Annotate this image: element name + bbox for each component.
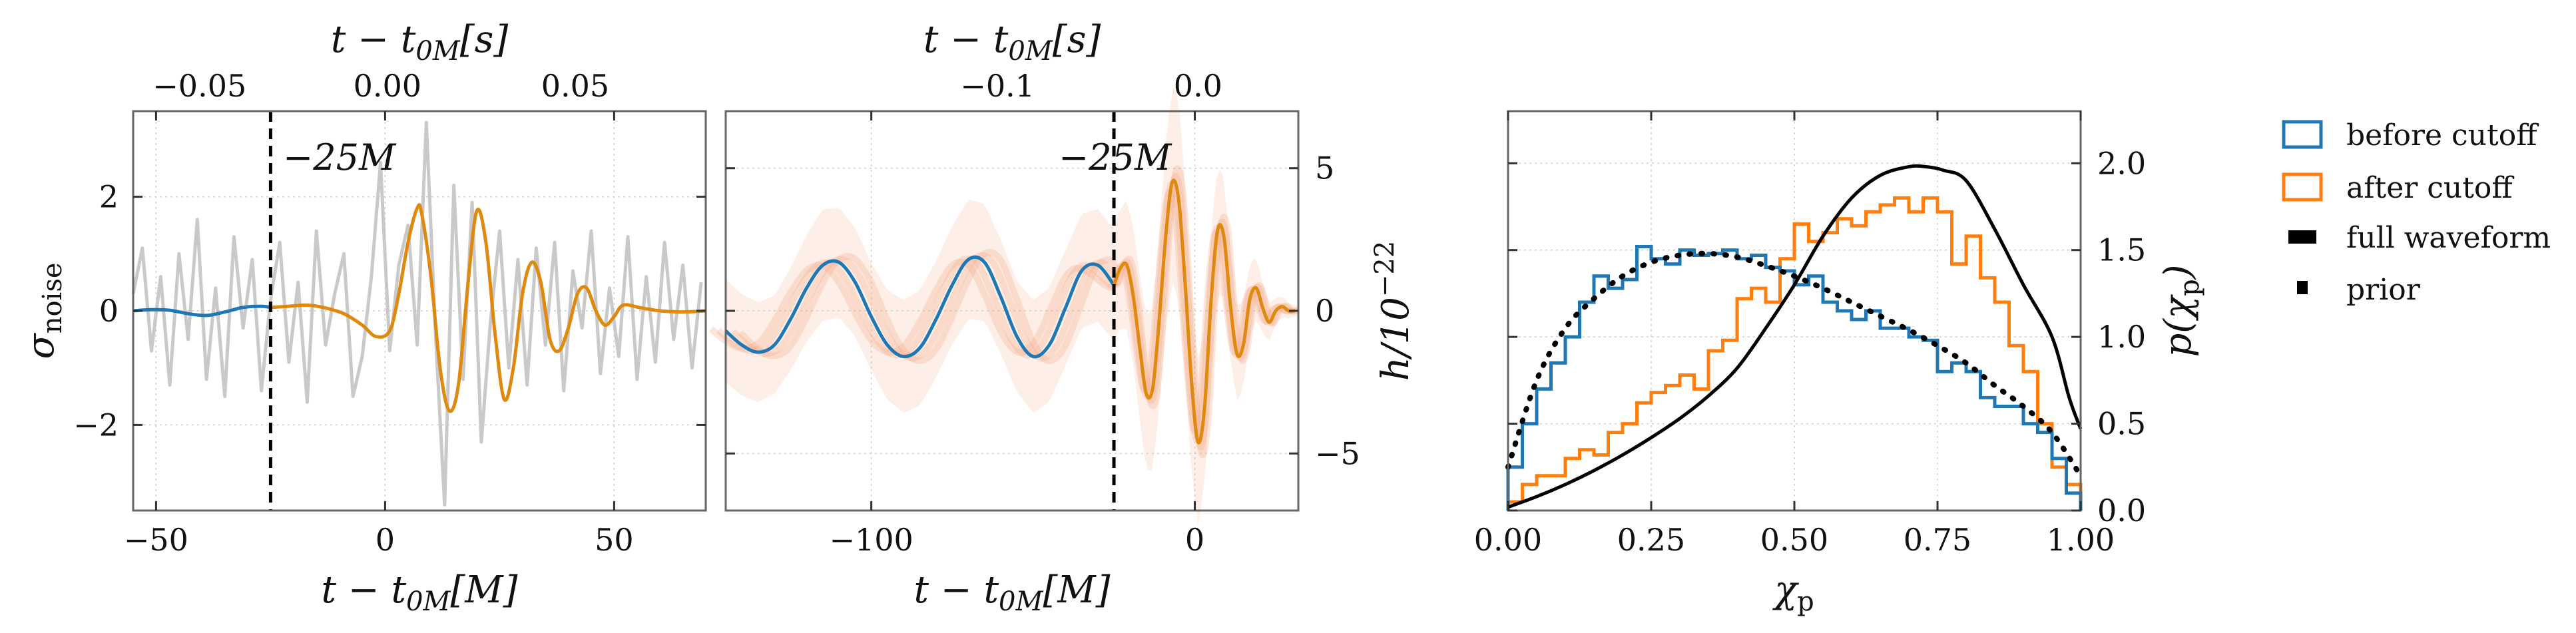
right-ytick-label: 0.5 xyxy=(2097,406,2146,442)
right-ytick-label: 0.0 xyxy=(2097,493,2146,528)
legend: before cutoff after cutoff full waveform… xyxy=(2282,118,2551,307)
right-ticks: 0.00 0.25 0.50 0.75 1.000.0 0.5 1.0 1.5 2.0 xyxy=(1474,111,2146,558)
right-xtick-label: 0.50 xyxy=(1760,522,1828,558)
right-ylabel-end: ) xyxy=(2157,264,2200,280)
legend-label-after: after cutoff xyxy=(2346,171,2514,205)
left-cutoff-annotation: −25M xyxy=(283,136,397,178)
legend-label-prior: prior xyxy=(2346,273,2421,307)
left-ytick-label: 2 xyxy=(99,179,119,215)
left-ylabel-main: σ xyxy=(19,333,63,359)
middle-toplabel-unit: [s] xyxy=(1053,18,1101,61)
left-noise-line xyxy=(131,120,703,507)
right-ylabel: p(χp) xyxy=(2157,264,2205,357)
right-xlabel: χp xyxy=(1772,568,1814,617)
left-toptick-label: −0.05 xyxy=(152,68,246,104)
left-xtick-label: −50 xyxy=(124,522,188,558)
left-ylabel-sub: noise xyxy=(37,262,68,333)
right-xlabel-sub: p xyxy=(1797,586,1814,617)
middle-toptick-label: −0.1 xyxy=(960,68,1035,104)
left-toptick-label: 0.00 xyxy=(354,68,421,104)
left-xlabel-unit: [M] xyxy=(450,568,517,612)
right-ytick-label: 1.5 xyxy=(2097,232,2146,268)
right-xtick-label: 0.00 xyxy=(1474,522,1542,558)
middle-xlabel-unit: [M] xyxy=(1043,568,1110,612)
right-after-histogram xyxy=(1506,196,2083,511)
right-before-histogram xyxy=(1506,245,2083,511)
right-ylabel-sub: p xyxy=(2175,279,2205,296)
right-plot-area xyxy=(1508,111,2081,511)
left-toplabel-main: t − t xyxy=(331,18,416,61)
right-prior-line xyxy=(1505,250,2083,479)
middle-ticks: −100 0 −5 0 5 −0.1 0.0 xyxy=(726,68,1360,558)
left-xlabel-sub: 0M xyxy=(406,586,451,617)
right-ytick-label: 2.0 xyxy=(2097,145,2146,181)
left-before-line xyxy=(132,304,271,317)
left-toptick-label: 0.05 xyxy=(541,68,609,104)
middle-ytick-label: 5 xyxy=(1315,150,1334,186)
middle-ylabel: h/10−22 xyxy=(1370,241,1417,381)
left-ytick-label: 0 xyxy=(99,293,119,329)
legend-label-before: before cutoff xyxy=(2346,118,2539,152)
middle-series xyxy=(708,87,1300,525)
right-ylabel-main: p(χ xyxy=(2157,294,2200,357)
left-ticks: −50 0 50 −2 0 2 −0.05 0.00 0.05 xyxy=(73,68,706,558)
left-series xyxy=(131,111,706,511)
legend-label-full: full waveform xyxy=(2346,221,2551,255)
middle-ytick-label: 0 xyxy=(1315,293,1334,329)
left-xlabel-main: t − t xyxy=(322,568,407,612)
middle-ylabel-sup: −22 xyxy=(1370,241,1400,297)
right-xlabel-main: χ xyxy=(1772,568,1799,612)
right-xtick-label: 0.25 xyxy=(1617,522,1685,558)
right-ytick-label: 1.0 xyxy=(2097,319,2146,355)
right-series xyxy=(1505,164,2083,511)
middle-xlabel-main: t − t xyxy=(914,568,999,612)
panel-left: −50 0 50−202−0.05 0.00 0.05 −25M t − t0M[M] … xyxy=(19,18,707,617)
panel-right: 0.00 0.25 0.50 0.75 1.000.00.51.01.52.0 χp p… xyxy=(1474,110,2205,617)
middle-toplabel-main: t − t xyxy=(923,18,1009,61)
left-toplabel-unit: [s] xyxy=(460,18,509,61)
middle-xtick-label: −100 xyxy=(829,522,913,558)
middle-xlabel: t − t0M[M] xyxy=(914,568,1111,617)
middle-before-line xyxy=(724,255,1116,359)
left-after-line xyxy=(270,203,706,413)
middle-ylabel-main: h/10 xyxy=(1374,297,1417,381)
legend-swatch-prior xyxy=(2297,281,2308,294)
legend-swatch-before xyxy=(2282,120,2323,149)
middle-posterior-draw xyxy=(708,188,1292,435)
middle-toplabel-sub: 0M xyxy=(1008,36,1053,67)
middle-xtick-label: 0 xyxy=(1185,522,1204,558)
right-xtick-label: 1.00 xyxy=(2047,522,2115,558)
middle-ytick-label: −5 xyxy=(1315,435,1360,471)
left-ylabel: σnoise xyxy=(19,262,68,359)
middle-cutoff-annotation: −25M xyxy=(1059,136,1172,178)
right-full-waveform-line xyxy=(1507,164,2083,509)
left-ytick-label: −2 xyxy=(73,407,119,443)
middle-xlabel-sub: 0M xyxy=(999,586,1043,617)
left-xlabel: t − t0M[M] xyxy=(322,568,518,617)
middle-toptick-label: 0.0 xyxy=(1174,68,1222,104)
middle-toplabel: t − t0M[s] xyxy=(923,18,1101,67)
left-toplabel: t − t0M[s] xyxy=(331,18,509,67)
panel-middle: −100 0−505−0.1 0.0 −25M t − t0M[M] t − t0M… xyxy=(708,18,1417,617)
middle-posterior-band-outer xyxy=(726,87,1298,525)
middle-plot-area xyxy=(726,111,1298,511)
left-xtick-label: 0 xyxy=(376,522,395,558)
left-xtick-label: 50 xyxy=(595,522,634,558)
right-xtick-label: 0.75 xyxy=(1904,522,1971,558)
legend-swatch-full xyxy=(2288,230,2316,244)
legend-swatch-after xyxy=(2282,172,2323,202)
middle-after-line xyxy=(1112,178,1296,445)
left-toplabel-sub: 0M xyxy=(415,36,460,67)
